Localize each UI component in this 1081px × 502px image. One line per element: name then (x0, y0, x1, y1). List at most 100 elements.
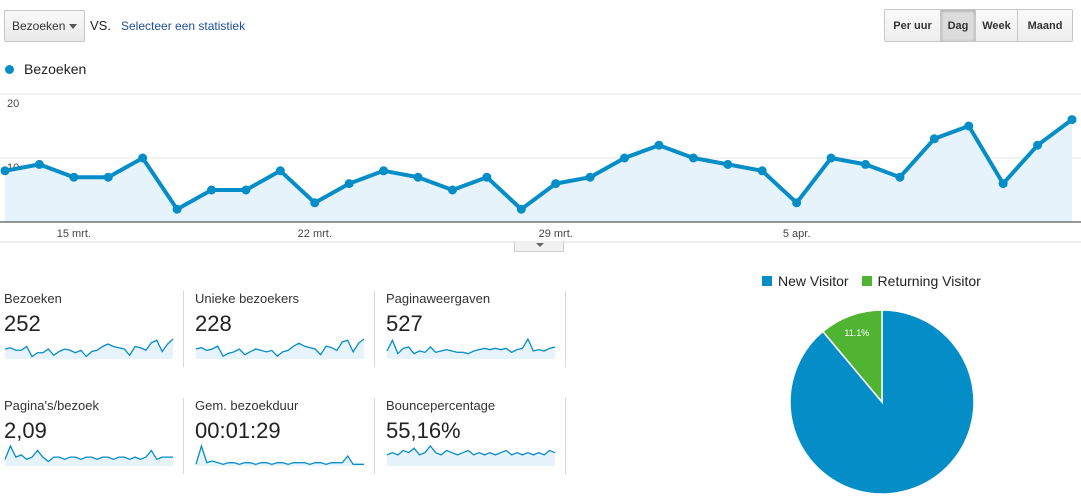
scorecard-value: 55,16% (386, 418, 461, 443)
main-chart-legend-label: Bezoeken (24, 61, 87, 77)
select-compare-metric-link[interactable]: Selecteer een statistiek (121, 19, 246, 33)
scorecard-paginas-per-bezoek[interactable]: Pagina's/bezoek 2,09 (4, 398, 184, 474)
metric-select[interactable]: Bezoeken (4, 10, 85, 42)
sparkline-line (195, 338, 365, 358)
data-point[interactable] (379, 166, 389, 176)
data-point[interactable] (998, 179, 1008, 189)
sparkline-area (196, 339, 364, 359)
data-point[interactable] (310, 198, 320, 208)
scorecard-bouncepercentage[interactable]: Bouncepercentage 55,16% (386, 398, 566, 474)
data-point[interactable] (929, 134, 939, 144)
legend-swatch-icon (861, 276, 872, 286)
series-line-bezoeken (4, 117, 1074, 212)
data-point[interactable] (172, 204, 182, 214)
data-point[interactable] (275, 166, 285, 176)
data-point[interactable] (207, 185, 217, 195)
data-point[interactable] (964, 121, 974, 131)
vs-label: VS. (90, 18, 111, 33)
scorecard-value: 00:01:29 (195, 418, 281, 443)
data-point[interactable] (482, 172, 492, 182)
pie-legend-label: Returning Visitor (877, 273, 981, 289)
chart-collapse-handle[interactable] (514, 241, 564, 252)
scorecard-value: 252 (4, 311, 41, 336)
x-tick-label: 29 mrt. (539, 228, 573, 240)
data-point[interactable] (0, 166, 10, 176)
data-point[interactable] (654, 140, 664, 150)
data-point[interactable] (138, 153, 148, 163)
visitor-type-pie-chart: 88.9% 11.1% (789, 309, 975, 502)
scorecard-label: Bezoeken (4, 291, 62, 306)
series-area (5, 119, 1072, 222)
pie-slice-label: 11.1% (844, 328, 869, 338)
scorecard-sparkline (195, 338, 365, 359)
sparkline-line (4, 444, 173, 463)
scorecard-gem-bezoekduur[interactable]: Gem. bezoekduur 00:01:29 (195, 398, 375, 474)
legend-dot-icon (5, 64, 14, 74)
period-button-hour[interactable]: Per uur (885, 10, 941, 41)
main-chart-legend[interactable]: Bezoeken (5, 61, 86, 77)
data-point[interactable] (69, 172, 79, 182)
data-point[interactable] (792, 198, 802, 208)
scorecard-value: 228 (195, 311, 232, 336)
x-tick-label: 5 apr. (783, 228, 811, 240)
pie-legend-label: New Visitor (778, 273, 849, 289)
period-toggle-group: Per uur Dag Week Maand (884, 9, 1073, 42)
data-point[interactable] (447, 185, 457, 195)
scorecard-sparkline (386, 444, 556, 466)
scorecard-unieke-bezoekers[interactable]: Unieke bezoekers 228 (195, 291, 375, 367)
metric-select-value: Bezoeken (12, 19, 66, 33)
data-point[interactable] (551, 179, 561, 189)
data-point[interactable] (413, 172, 423, 182)
sparkline-line (386, 337, 556, 355)
pie-slice-returning-visitor[interactable] (821, 309, 883, 405)
sparkline-line (4, 338, 174, 358)
data-point[interactable] (585, 172, 595, 182)
scorecard-label: Gem. bezoekduur (195, 398, 299, 413)
sparkline-area (387, 446, 555, 466)
scorecard-label: Paginaweergaven (386, 291, 491, 306)
pie-legend-new-visitor[interactable]: New Visitor (762, 273, 849, 289)
data-point[interactable] (344, 179, 354, 189)
y-tick-label: 20 (7, 98, 19, 110)
scorecard-label: Pagina's/bezoek (4, 398, 99, 413)
sparkline-line (386, 444, 556, 456)
scorecard-bezoeken[interactable]: Bezoeken 252 (4, 291, 184, 367)
data-point[interactable] (723, 159, 733, 169)
data-point[interactable] (103, 172, 113, 182)
period-button-month[interactable]: Maand (1018, 10, 1072, 41)
data-point[interactable] (241, 185, 251, 195)
data-point[interactable] (516, 204, 526, 214)
legend-swatch-icon (762, 276, 772, 286)
data-point[interactable] (895, 172, 905, 182)
data-point[interactable] (620, 153, 630, 163)
period-button-day[interactable]: Dag (941, 10, 976, 41)
sparkline-area (196, 446, 364, 466)
data-point[interactable] (688, 153, 698, 163)
sparkline-area (5, 339, 173, 359)
x-tick-label: 15 mrt. (57, 228, 91, 240)
scorecard-sparkline (195, 444, 364, 466)
scorecard-label: Bouncepercentage (386, 398, 496, 413)
sparkline-line (195, 444, 364, 466)
sparkline-area (387, 339, 555, 359)
data-point[interactable] (757, 166, 767, 176)
pie-legend: New Visitor Returning Visitor (762, 273, 994, 289)
data-point[interactable] (826, 153, 836, 163)
scorecard-sparkline (4, 338, 174, 359)
data-point[interactable] (34, 159, 44, 169)
data-point[interactable] (860, 159, 870, 169)
period-button-week[interactable]: Week (976, 10, 1018, 41)
data-point[interactable] (1033, 140, 1043, 150)
scorecard-paginaweergaven[interactable]: Paginaweergaven 527 (386, 291, 566, 367)
pie-slice-new-visitor[interactable] (789, 309, 975, 495)
pie-slice-label: 88.9% (913, 497, 939, 502)
scorecard-value: 527 (386, 311, 423, 336)
x-tick-label: 22 mrt. (298, 228, 332, 240)
scorecard-sparkline (386, 337, 556, 359)
chevron-down-icon (69, 24, 77, 29)
scorecard-sparkline (4, 444, 173, 466)
data-point[interactable] (1067, 115, 1077, 125)
pie-legend-returning-visitor[interactable]: Returning Visitor (861, 273, 981, 289)
scorecard-label: Unieke bezoekers (195, 291, 300, 306)
